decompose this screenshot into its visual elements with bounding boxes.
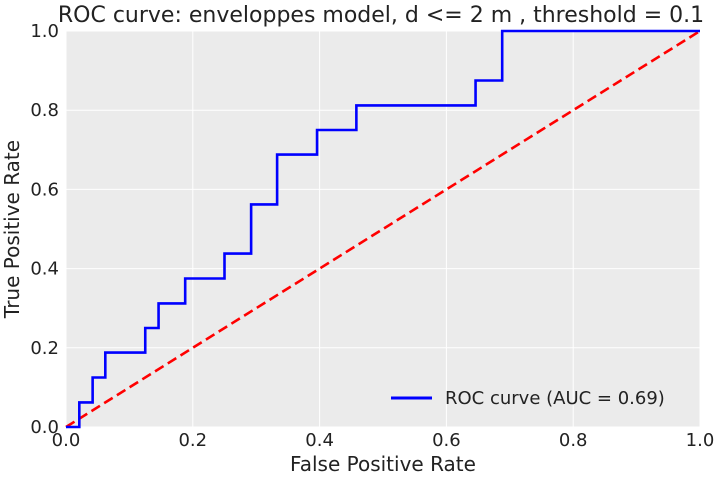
y-tick-label: 0.4 bbox=[30, 259, 59, 280]
y-tick-label: 1.0 bbox=[30, 21, 59, 42]
chart-title: ROC curve: enveloppes model, d <= 2 m , … bbox=[58, 3, 704, 28]
x-tick-label: 0.2 bbox=[178, 430, 207, 451]
x-tick-label: 0.0 bbox=[52, 430, 81, 451]
y-tick-label: 0.0 bbox=[30, 417, 59, 438]
y-tick-label: 0.8 bbox=[30, 100, 59, 121]
x-tick-labels: 0.0 0.2 0.4 0.6 0.8 1.0 bbox=[52, 430, 715, 451]
grid-lines bbox=[65, 30, 701, 428]
x-tick-label: 0.6 bbox=[432, 430, 461, 451]
x-tick-label: 1.0 bbox=[686, 430, 715, 451]
chance-diagonal-line bbox=[65, 29, 701, 429]
y-axis-label: True Positive Rate bbox=[0, 140, 24, 319]
y-tick-labels: 0.0 0.2 0.4 0.6 0.8 1.0 bbox=[30, 21, 59, 438]
roc-curve-line bbox=[66, 29, 700, 429]
legend-label: ROC curve (AUC = 0.69) bbox=[445, 388, 665, 409]
y-tick-label: 0.2 bbox=[30, 338, 59, 359]
x-tick-label: 0.4 bbox=[305, 430, 334, 451]
x-axis-label: False Positive Rate bbox=[290, 452, 476, 476]
series-layer bbox=[65, 29, 701, 429]
x-tick-label: 0.8 bbox=[559, 430, 588, 451]
legend: ROC curve (AUC = 0.69) bbox=[391, 388, 665, 409]
y-tick-label: 0.6 bbox=[30, 179, 59, 200]
